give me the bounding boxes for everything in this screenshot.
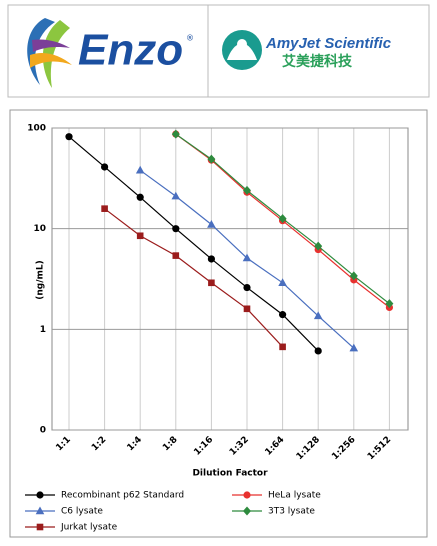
marker (208, 279, 215, 287)
legend-label: C6 lysate (61, 507, 103, 517)
marker (207, 219, 216, 228)
marker (36, 491, 44, 499)
marker (243, 283, 251, 292)
marker (65, 133, 73, 141)
marker (243, 491, 251, 499)
amyjet-chinese: 艾美捷科技 (282, 53, 353, 70)
marker (279, 311, 287, 319)
marker (101, 205, 108, 212)
plot-area (51, 127, 409, 431)
marker (35, 506, 45, 515)
y-tick-label: 10 (33, 224, 46, 234)
legend-label: 3T3 lysate (268, 507, 315, 517)
marker (36, 523, 44, 531)
y-tick-label: 1 (40, 325, 46, 335)
enzo-logo-icon (27, 18, 72, 88)
marker (278, 214, 287, 224)
marker (385, 299, 394, 309)
marker (278, 278, 287, 286)
marker (349, 343, 359, 352)
series-line (104, 208, 284, 348)
legend-label: Recombinant p62 Standard (61, 491, 184, 501)
marker (243, 305, 251, 313)
marker (171, 129, 180, 139)
marker (136, 232, 144, 240)
marker (314, 241, 323, 251)
header-box (7, 4, 430, 98)
marker (207, 255, 215, 263)
marker (207, 154, 216, 164)
marker (313, 311, 323, 320)
y-tick-label: 100 (27, 124, 46, 134)
marker (171, 191, 181, 200)
marker (314, 347, 322, 355)
marker (243, 506, 251, 516)
marker (172, 225, 180, 233)
marker (279, 343, 286, 351)
series-line (68, 136, 319, 352)
amyjet-logo-icon (222, 30, 262, 70)
y-tick-label: 0 (40, 426, 46, 436)
marker (349, 271, 358, 281)
marker (172, 252, 180, 259)
enzo-logo: Enzo (78, 26, 183, 75)
y-axis-label: (ng/mL) (36, 260, 46, 299)
marker (135, 165, 145, 174)
marker (101, 163, 109, 171)
x-axis-label: Dilution Factor (192, 469, 268, 479)
registered-mark: ® (186, 34, 194, 43)
legend-label: Jurkat lysate (60, 523, 118, 533)
marker (136, 193, 144, 201)
marker (242, 253, 252, 262)
amyjet-name: AmyJet Scientific (265, 35, 392, 52)
legend-label: HeLa lysate (268, 491, 321, 501)
marker (243, 185, 251, 195)
